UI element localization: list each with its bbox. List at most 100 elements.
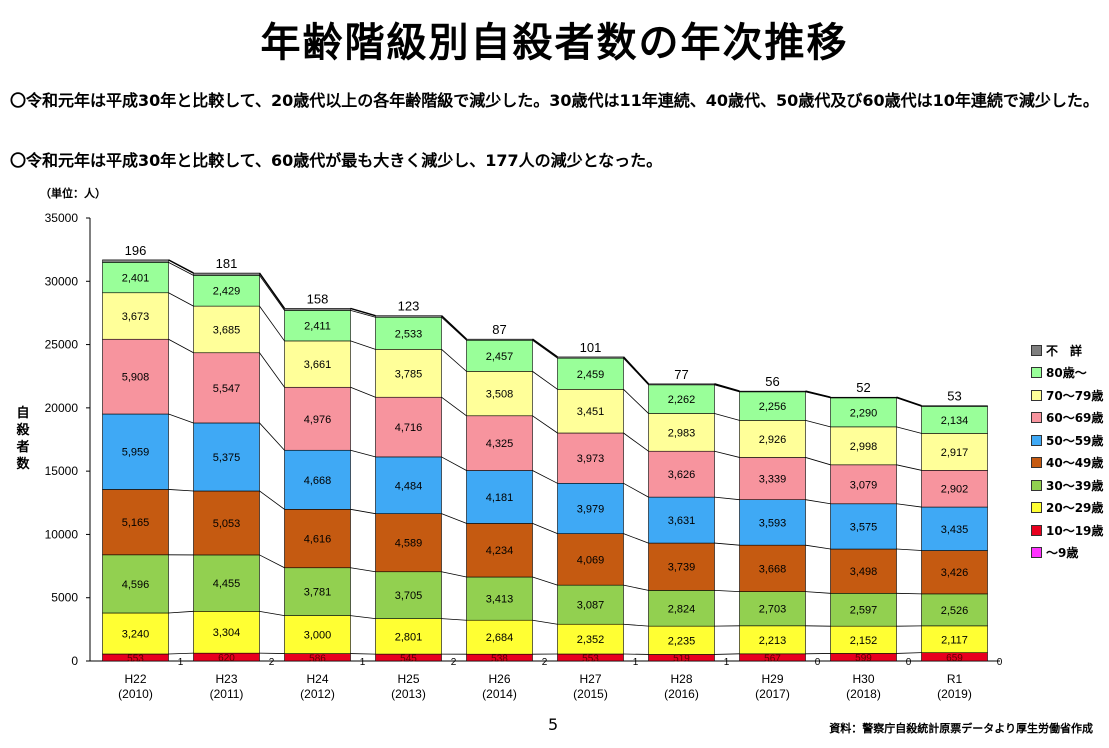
- series-connector-line: [168, 338, 194, 354]
- bar-segment: [921, 405, 988, 407]
- data-label: 567: [764, 653, 781, 664]
- legend-swatch: [1031, 367, 1042, 379]
- bar-segment: [830, 426, 897, 466]
- series-connector-line: [805, 420, 831, 428]
- bar-segment: [193, 272, 260, 276]
- bar-segment: [830, 625, 897, 654]
- legend-label: 30～39歳: [1046, 478, 1104, 493]
- bar-segment: [921, 406, 988, 434]
- bar-segment: [648, 450, 715, 498]
- bar-segment: [739, 591, 806, 627]
- data-label: 538: [491, 654, 508, 665]
- bar-segment: [466, 371, 533, 417]
- data-label: 4,455: [213, 578, 241, 590]
- bar-segment: [284, 567, 351, 616]
- data-label: 4,484: [395, 480, 423, 492]
- x-tick-label: H30: [852, 672, 874, 686]
- legend-item: 不 詳: [1031, 339, 1103, 362]
- x-tick-label: (2017): [755, 687, 790, 701]
- legend-label: 不 詳: [1046, 343, 1083, 358]
- data-label: 2,983: [668, 427, 696, 439]
- data-label-under-9: 1: [724, 657, 730, 668]
- data-label-under-9: 0: [815, 657, 821, 668]
- bar-segment: [830, 548, 897, 594]
- series-connector-line: [805, 457, 831, 466]
- data-label: 5,375: [213, 452, 241, 464]
- series-connector-line: [168, 292, 194, 307]
- bar-segment: [284, 449, 351, 510]
- y-tick-label: 30000: [45, 274, 79, 288]
- data-label: 3,626: [668, 469, 696, 481]
- series-connector-line: [259, 305, 285, 342]
- data-label: 2,526: [941, 605, 969, 617]
- data-label: 4,616: [304, 534, 332, 546]
- series-connector-line: [623, 584, 649, 591]
- legend-label: 80歳～: [1046, 366, 1087, 381]
- legend-swatch: [1031, 479, 1042, 491]
- legend-label: 20～29歳: [1046, 501, 1104, 516]
- x-tick-label: (2018): [846, 687, 881, 701]
- x-tick-label: (2012): [300, 687, 335, 701]
- legend-item: 80歳～: [1031, 362, 1103, 385]
- bar-segment: [648, 413, 715, 452]
- series-connector-line: [441, 571, 467, 578]
- x-tick-label: H28: [670, 672, 692, 686]
- legend-swatch: [1031, 547, 1042, 559]
- data-label: 3,304: [213, 627, 241, 639]
- bar-segment: [284, 340, 351, 388]
- bar-segment: [375, 571, 442, 619]
- bar-segment: [284, 386, 351, 451]
- legend-swatch: [1031, 434, 1042, 446]
- series-connector-line: [259, 610, 285, 617]
- series-connector-line: [350, 653, 376, 655]
- data-label: 2,597: [850, 605, 878, 617]
- legend-label: ～9歳: [1046, 546, 1079, 561]
- x-tick-label: H26: [488, 672, 510, 686]
- data-label: 2,902: [941, 484, 969, 496]
- page-number: 5: [548, 715, 559, 734]
- series-connector-line: [168, 610, 194, 614]
- data-label-under-9: 1: [360, 657, 366, 668]
- x-tick-label: (2016): [664, 687, 699, 701]
- bar-segment: [648, 542, 715, 591]
- data-label-under-9: 2: [451, 657, 457, 668]
- data-label: 2,684: [486, 632, 514, 644]
- data-label: 4,668: [304, 475, 332, 487]
- bar-segment: [557, 356, 624, 359]
- series-connector-line: [896, 592, 922, 595]
- data-label-under-9: 2: [269, 657, 275, 668]
- series-connector-line: [532, 338, 558, 358]
- x-tick-label: H29: [761, 672, 783, 686]
- series-connector-line: [714, 413, 740, 421]
- bar-segment: [193, 554, 260, 612]
- data-label: 5,908: [122, 372, 150, 384]
- data-label: 3,685: [213, 324, 241, 336]
- series-connector-line: [350, 508, 376, 515]
- bar-segment: [739, 390, 806, 393]
- series-connector-line: [259, 554, 285, 569]
- bar-segment: [102, 612, 169, 655]
- series-connector-line: [805, 544, 831, 550]
- series-connector-line: [168, 652, 194, 655]
- series-connector-line: [350, 310, 376, 318]
- series-connector-line: [805, 499, 831, 505]
- series-connector-line: [623, 432, 649, 452]
- series-connector-line: [168, 259, 194, 274]
- data-label: 3,979: [577, 503, 605, 515]
- bar-segment: [375, 618, 442, 655]
- data-label: 5,959: [122, 447, 150, 459]
- data-label: 2,290: [850, 407, 878, 419]
- bar-segment: [739, 457, 806, 500]
- bar-segment: [375, 513, 442, 573]
- data-label: 3,661: [304, 359, 332, 371]
- x-tick-label: (2011): [210, 687, 244, 701]
- bar-segment: [557, 623, 624, 655]
- x-tick-label: H23: [215, 672, 237, 686]
- series-connector-line: [259, 490, 285, 510]
- bar-segment: [466, 523, 533, 578]
- bar-segment: [193, 352, 260, 424]
- series-connector-line: [440, 315, 468, 340]
- series-connector-line: [714, 383, 740, 392]
- legend-label: 40～49歳: [1046, 456, 1104, 471]
- bar-segment: [648, 383, 715, 386]
